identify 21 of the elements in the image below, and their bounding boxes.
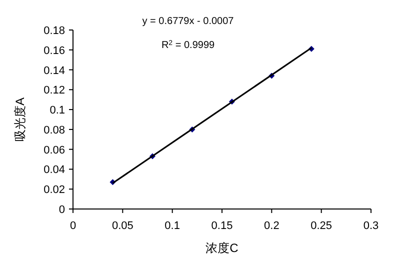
y-tick-label: 0.18 xyxy=(44,25,65,37)
x-axis-title: 浓度C xyxy=(206,241,239,255)
x-tick-label: 0.2 xyxy=(264,220,280,232)
x-tick-label: 0.1 xyxy=(164,220,180,232)
y-tick-label: 0.16 xyxy=(44,44,65,57)
y-tick-label: 0.02 xyxy=(44,184,65,196)
x-tick-label: 0 xyxy=(70,220,76,232)
x-tick-label: 0.3 xyxy=(363,220,379,232)
x-tick-label: 0.05 xyxy=(112,220,134,232)
y-tick-label: 0.04 xyxy=(44,164,65,176)
y-axis-title: 吸光度A xyxy=(13,97,27,142)
text: y = 0.6779x - 0.0007 xyxy=(142,16,234,27)
x-tick-label: 0.25 xyxy=(310,220,332,232)
y-tick-label: 0.08 xyxy=(44,124,65,136)
x-tick-label: 0.15 xyxy=(211,220,233,232)
y-tick-label: 0.12 xyxy=(44,84,65,97)
annotation: R$^{2}$ = 0.9999 xyxy=(161,40,215,51)
y-tick-label: 0.1 xyxy=(50,104,65,117)
y-tick-label: 0.06 xyxy=(44,144,65,156)
y-tick-label: 0 xyxy=(58,204,65,216)
y-tick-label: 0.14 xyxy=(44,64,65,77)
